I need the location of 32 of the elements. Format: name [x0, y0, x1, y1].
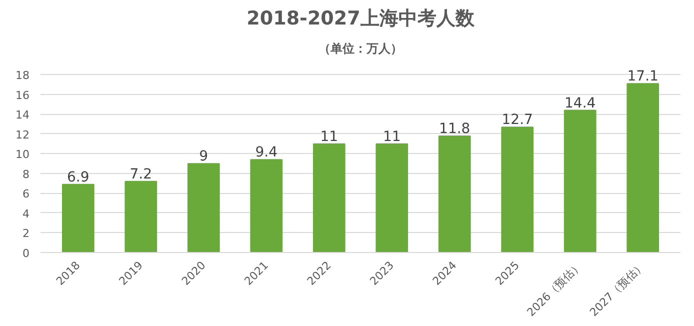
y-tick-label: 4 — [22, 207, 30, 220]
data-label: 12.7 — [502, 112, 533, 128]
y-tick-label: 10 — [16, 148, 30, 162]
bar — [124, 180, 158, 252]
data-label: 6.9 — [67, 169, 90, 186]
data-label: 7.2 — [130, 166, 152, 182]
data-label: 11.8 — [439, 120, 470, 137]
bar — [62, 184, 94, 252]
data-label: 17.1 — [627, 68, 658, 85]
y-tick-label: 18 — [16, 69, 30, 82]
y-tick-label: 6 — [22, 188, 30, 201]
bar — [312, 143, 346, 252]
data-label: 9.4 — [255, 144, 278, 161]
bar — [564, 110, 596, 252]
bar — [501, 126, 534, 252]
y-tick-label: 0 — [22, 247, 30, 260]
data-label: 14.4 — [564, 95, 596, 112]
data-label: 9 — [199, 148, 208, 165]
bar — [438, 135, 471, 252]
data-label: 11 — [320, 128, 338, 145]
y-tick-label: 12 — [16, 128, 30, 142]
chart-title: 2018-2027上海中考人数 — [246, 8, 476, 30]
bar — [626, 83, 660, 252]
bar — [250, 159, 283, 252]
y-tick-label: 14 — [16, 108, 30, 122]
bar — [376, 143, 408, 252]
y-tick-label: 16 — [16, 88, 30, 102]
chart-subtitle: （单位：万人） — [318, 42, 402, 56]
bar — [187, 163, 220, 252]
y-tick-label: 8 — [22, 168, 30, 181]
data-label: 11 — [382, 128, 401, 145]
y-tick-label: 2 — [22, 227, 30, 240]
